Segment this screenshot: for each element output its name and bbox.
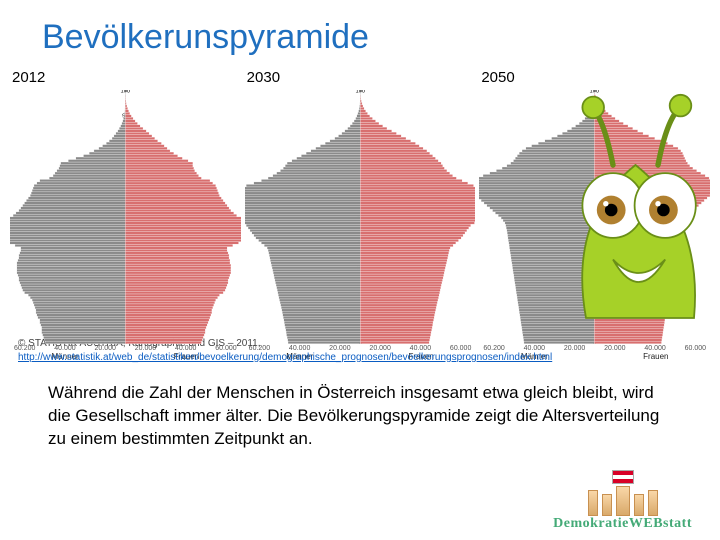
footer-brand-logo: DemokratieWEBstatt [553,470,692,532]
year-label: 2012 [10,67,241,90]
year-label: 2050 [479,67,710,90]
pyramid-svg: 0102030405060708090100 [10,90,241,344]
pyramid-2050: 2050 0102030405060708090100 60.20040.000… [479,67,710,317]
pyramid-svg: 0102030405060708090100 [479,90,710,344]
pyramid-2012: 2012 0102030405060708090100 60.20040.000… [10,67,241,317]
parliament-icon [588,486,658,516]
pyramid-charts-row: 2012 0102030405060708090100 60.20040.000… [0,57,720,317]
pyramid-2030: 2030 0102030405060708090100 60.20040.000… [245,67,476,317]
austria-flag-icon [612,470,634,484]
year-label: 2030 [245,67,476,90]
description-paragraph: Während die Zahl der Menschen in Österre… [0,364,720,451]
pyramid-svg: 0102030405060708090100 [245,90,476,344]
citation-link[interactable]: http://www.statistik.at/web_de/statistik… [18,352,552,363]
page-title: Bevölkerunspyramide [0,0,720,57]
brand-name: DemokratieWEBstatt [553,516,692,532]
female-label: Frauen [643,352,668,361]
